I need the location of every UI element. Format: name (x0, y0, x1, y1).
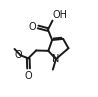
Text: N: N (52, 54, 60, 64)
Text: O: O (15, 50, 23, 60)
Text: O: O (25, 71, 32, 81)
Text: OH: OH (53, 10, 68, 20)
Text: O: O (29, 22, 36, 32)
